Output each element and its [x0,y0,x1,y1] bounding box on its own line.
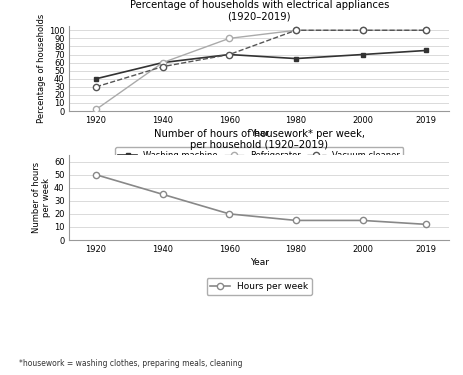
X-axis label: Year: Year [250,258,269,267]
Y-axis label: Percentage of households: Percentage of households [37,14,46,123]
Legend: Washing machine, Refrigerator, Vacuum cleaner: Washing machine, Refrigerator, Vacuum cl… [115,147,403,163]
Text: *housework = washing clothes, preparing meals, cleaning: *housework = washing clothes, preparing … [19,358,242,368]
Legend: Hours per week: Hours per week [206,279,312,295]
Title: Number of hours of housework* per week,
per household (1920–2019): Number of hours of housework* per week, … [154,129,365,150]
Title: Percentage of households with electrical appliances
(1920–2019): Percentage of households with electrical… [130,0,389,21]
X-axis label: Year: Year [250,129,269,138]
Y-axis label: Number of hours
per week: Number of hours per week [32,162,51,233]
